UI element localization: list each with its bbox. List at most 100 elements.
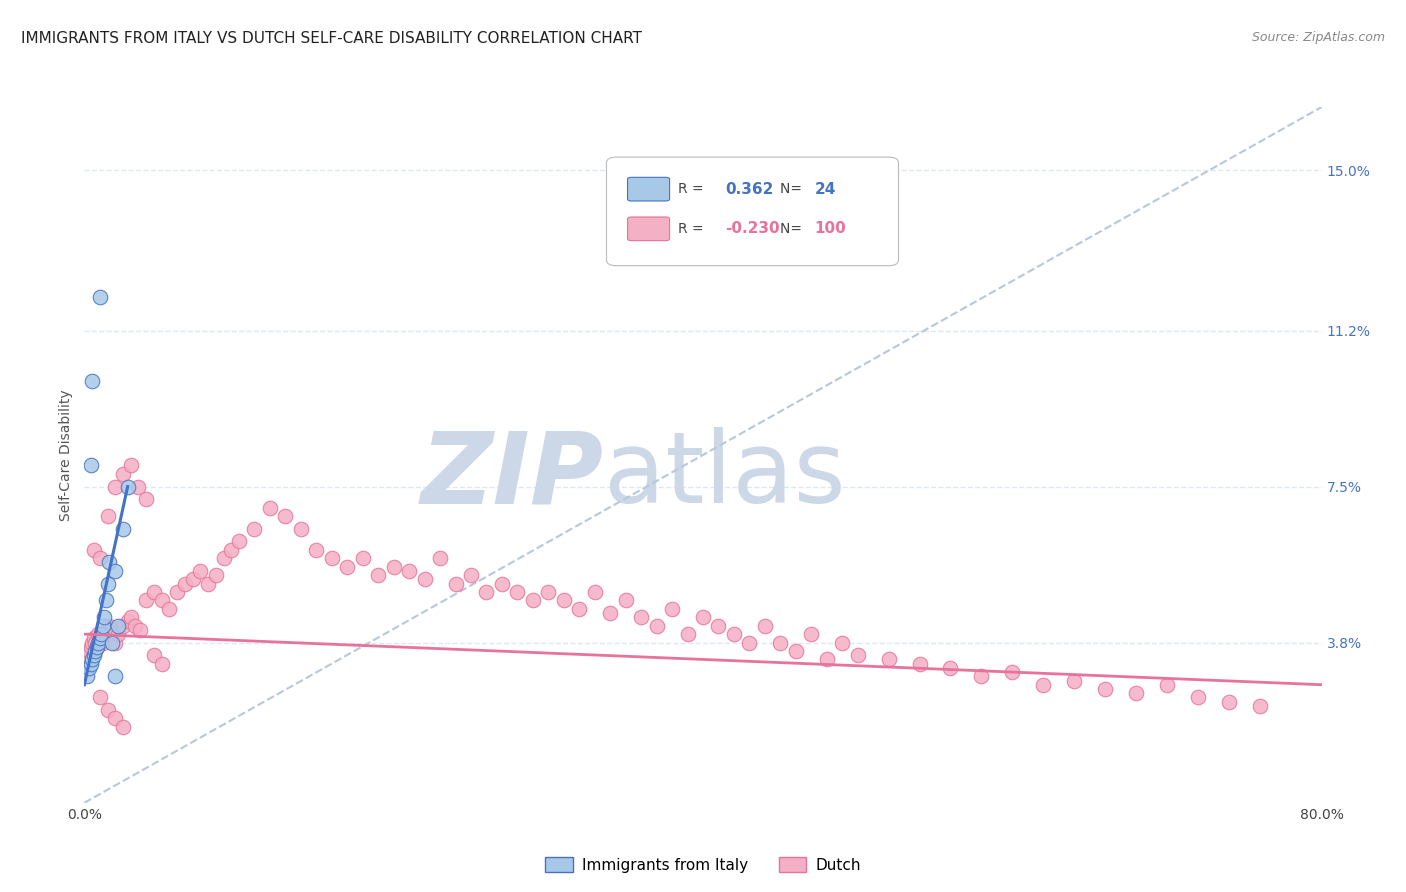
- Point: [188, 564, 211, 578]
- Point: [87, 627, 110, 641]
- Point: [429, 551, 451, 566]
- Text: -0.230: -0.230: [725, 221, 780, 236]
- Point: [599, 606, 621, 620]
- Point: [117, 615, 139, 629]
- Text: N=: N=: [780, 182, 806, 196]
- Point: [754, 618, 776, 632]
- Point: [181, 572, 204, 586]
- Point: [212, 551, 235, 566]
- Text: R =: R =: [678, 182, 709, 196]
- Point: [120, 458, 142, 473]
- Point: [98, 618, 121, 632]
- Point: [89, 290, 111, 304]
- Point: [321, 551, 343, 566]
- Point: [89, 632, 111, 646]
- Point: [939, 661, 962, 675]
- Point: [197, 576, 219, 591]
- Point: [367, 568, 389, 582]
- Point: [491, 576, 513, 591]
- Point: [1218, 695, 1240, 709]
- Point: [174, 576, 197, 591]
- Point: [800, 627, 823, 641]
- Point: [143, 648, 166, 663]
- Point: [83, 648, 105, 663]
- Point: [107, 618, 129, 632]
- Point: [846, 648, 869, 663]
- Point: [104, 635, 127, 649]
- Point: [112, 522, 135, 536]
- Point: [166, 585, 188, 599]
- Text: R =: R =: [678, 222, 709, 235]
- Point: [676, 627, 699, 641]
- Point: [89, 551, 111, 566]
- Point: [87, 635, 110, 649]
- Text: Source: ZipAtlas.com: Source: ZipAtlas.com: [1251, 31, 1385, 45]
- Point: [86, 640, 108, 654]
- Point: [1187, 690, 1209, 705]
- Point: [76, 648, 98, 663]
- Point: [83, 632, 105, 646]
- Point: [129, 623, 152, 637]
- Point: [96, 509, 118, 524]
- Point: [79, 458, 101, 473]
- Text: IMMIGRANTS FROM ITALY VS DUTCH SELF-CARE DISABILITY CORRELATION CHART: IMMIGRANTS FROM ITALY VS DUTCH SELF-CARE…: [21, 31, 643, 46]
- Point: [738, 635, 761, 649]
- Point: [785, 644, 807, 658]
- Point: [259, 500, 281, 515]
- Point: [104, 564, 127, 578]
- Point: [398, 564, 420, 578]
- Point: [112, 618, 135, 632]
- Point: [661, 602, 683, 616]
- Point: [537, 585, 560, 599]
- Point: [630, 610, 652, 624]
- Point: [84, 635, 107, 649]
- Point: [77, 661, 100, 675]
- Point: [522, 593, 544, 607]
- Point: [815, 652, 838, 666]
- FancyBboxPatch shape: [627, 217, 669, 241]
- Point: [107, 627, 129, 641]
- Point: [77, 644, 100, 658]
- Point: [553, 593, 575, 607]
- Text: 0.362: 0.362: [725, 182, 773, 196]
- Point: [1032, 678, 1054, 692]
- Y-axis label: Self-Care Disability: Self-Care Disability: [59, 389, 73, 521]
- Point: [76, 669, 98, 683]
- Point: [877, 652, 900, 666]
- Point: [82, 652, 104, 666]
- Point: [707, 618, 730, 632]
- Point: [205, 568, 228, 582]
- Point: [352, 551, 374, 566]
- Point: [79, 657, 101, 671]
- Text: N=: N=: [780, 222, 806, 235]
- Point: [159, 602, 180, 616]
- Point: [135, 492, 157, 507]
- Point: [1094, 681, 1116, 696]
- Point: [98, 556, 121, 570]
- Point: [104, 711, 127, 725]
- Point: [83, 542, 105, 557]
- Point: [219, 542, 242, 557]
- Legend: Immigrants from Italy, Dutch: Immigrants from Italy, Dutch: [538, 850, 868, 879]
- Point: [104, 669, 127, 683]
- Point: [86, 640, 108, 654]
- Point: [150, 657, 173, 671]
- Text: 100: 100: [814, 221, 846, 236]
- Point: [94, 627, 117, 641]
- Point: [143, 585, 166, 599]
- Point: [96, 576, 118, 591]
- Point: [413, 572, 436, 586]
- Point: [228, 534, 250, 549]
- Point: [583, 585, 606, 599]
- Point: [93, 610, 115, 624]
- Point: [101, 623, 124, 637]
- Point: [124, 618, 146, 632]
- Point: [112, 720, 135, 734]
- Point: [506, 585, 529, 599]
- Text: 24: 24: [814, 182, 835, 196]
- Point: [84, 644, 107, 658]
- Point: [274, 509, 297, 524]
- Point: [1125, 686, 1147, 700]
- Point: [1156, 678, 1178, 692]
- Point: [908, 657, 931, 671]
